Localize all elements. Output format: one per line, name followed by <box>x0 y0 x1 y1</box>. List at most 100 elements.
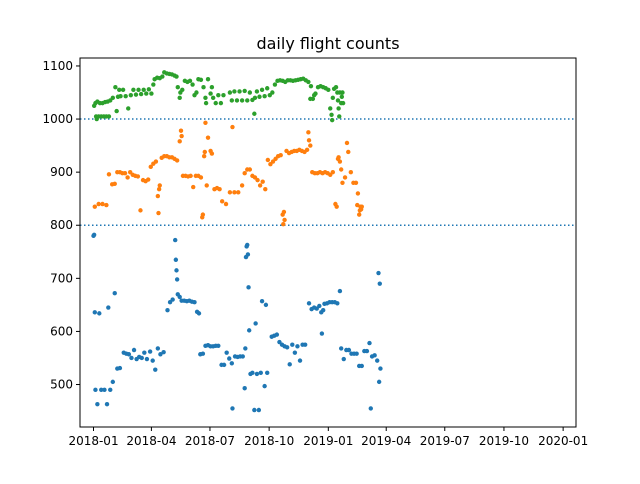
data-point <box>337 114 342 119</box>
data-point <box>112 291 117 296</box>
data-point <box>156 186 162 192</box>
data-point <box>272 82 278 87</box>
data-point <box>239 98 245 103</box>
data-point <box>330 95 336 101</box>
data-point <box>201 85 206 90</box>
data-point <box>178 128 184 133</box>
data-point <box>265 370 270 376</box>
data-point <box>122 171 128 176</box>
data-point <box>306 138 312 143</box>
data-point <box>148 164 153 170</box>
x-tick-label: 2019-10 <box>479 434 529 448</box>
data-point <box>376 379 382 385</box>
data-point <box>110 95 116 101</box>
data-point <box>227 356 232 361</box>
data-point <box>126 352 132 357</box>
data-point <box>221 92 226 98</box>
data-point <box>319 331 325 336</box>
data-point <box>177 294 182 300</box>
data-point <box>336 155 341 160</box>
data-point <box>250 370 255 376</box>
data-point <box>95 401 100 407</box>
data-point <box>110 379 116 385</box>
data-point <box>232 89 237 94</box>
data-point <box>236 190 241 195</box>
data-point <box>192 300 197 305</box>
data-point <box>334 204 339 209</box>
y-tick-label: 500 <box>50 378 73 392</box>
data-point <box>346 347 352 353</box>
plot-frame <box>79 57 577 428</box>
data-point <box>96 201 101 207</box>
data-point <box>208 91 213 96</box>
data-point <box>329 117 335 123</box>
data-point <box>91 232 97 237</box>
data-point <box>224 350 229 355</box>
data-point <box>151 82 156 87</box>
data-point <box>223 201 229 207</box>
data-point <box>139 355 144 361</box>
data-point <box>155 193 161 199</box>
data-point <box>302 342 308 347</box>
data-point <box>202 149 207 155</box>
data-point <box>106 114 112 119</box>
data-point <box>147 349 153 354</box>
data-point <box>213 100 218 106</box>
data-point <box>274 332 280 337</box>
data-point <box>146 87 152 92</box>
data-point <box>313 91 318 96</box>
data-point <box>100 201 105 207</box>
data-point <box>257 94 262 99</box>
data-point <box>292 350 298 355</box>
data-point <box>258 370 263 376</box>
data-point <box>131 347 137 353</box>
data-point <box>229 98 235 103</box>
data-point <box>377 281 382 286</box>
data-point <box>295 344 300 349</box>
data-point <box>310 96 316 102</box>
data-point <box>290 342 295 347</box>
data-point <box>335 98 341 103</box>
data-point <box>348 169 354 175</box>
data-point <box>346 149 351 155</box>
data-point <box>93 387 98 393</box>
data-point <box>177 139 182 144</box>
data-point <box>246 285 251 290</box>
x-tick-label: 2018-10 <box>244 434 294 448</box>
data-point <box>338 167 344 172</box>
data-point <box>337 288 343 294</box>
data-point <box>104 202 109 208</box>
data-point <box>204 183 209 188</box>
data-point <box>367 340 372 346</box>
data-point <box>198 175 204 180</box>
data-point <box>92 204 98 209</box>
data-point <box>217 186 222 192</box>
data-point <box>232 190 237 195</box>
y-tick-label: 600 <box>50 324 73 338</box>
data-point <box>129 355 134 361</box>
data-point <box>337 159 343 164</box>
data-point <box>359 204 364 209</box>
data-point <box>205 77 211 82</box>
data-point <box>257 183 263 188</box>
data-point <box>153 159 159 164</box>
data-point <box>357 212 362 217</box>
data-point <box>175 85 180 90</box>
data-point <box>359 363 364 369</box>
data-point <box>102 387 107 393</box>
data-point <box>262 94 267 99</box>
y-tick-label: 1000 <box>42 112 73 126</box>
data-point <box>138 91 144 97</box>
x-tick-label: 2019-01 <box>303 434 353 448</box>
data-point <box>118 94 123 99</box>
data-point <box>335 301 340 306</box>
data-point <box>376 270 381 276</box>
data-point <box>209 85 215 90</box>
data-point <box>173 257 179 262</box>
data-point <box>174 268 179 273</box>
data-point <box>201 154 207 159</box>
data-point <box>328 106 333 111</box>
data-point <box>247 167 253 172</box>
x-axis: 2018-01 2018-04 2018-07 2018-10 2019-01 2019-… <box>68 427 588 448</box>
data-point <box>281 209 287 215</box>
